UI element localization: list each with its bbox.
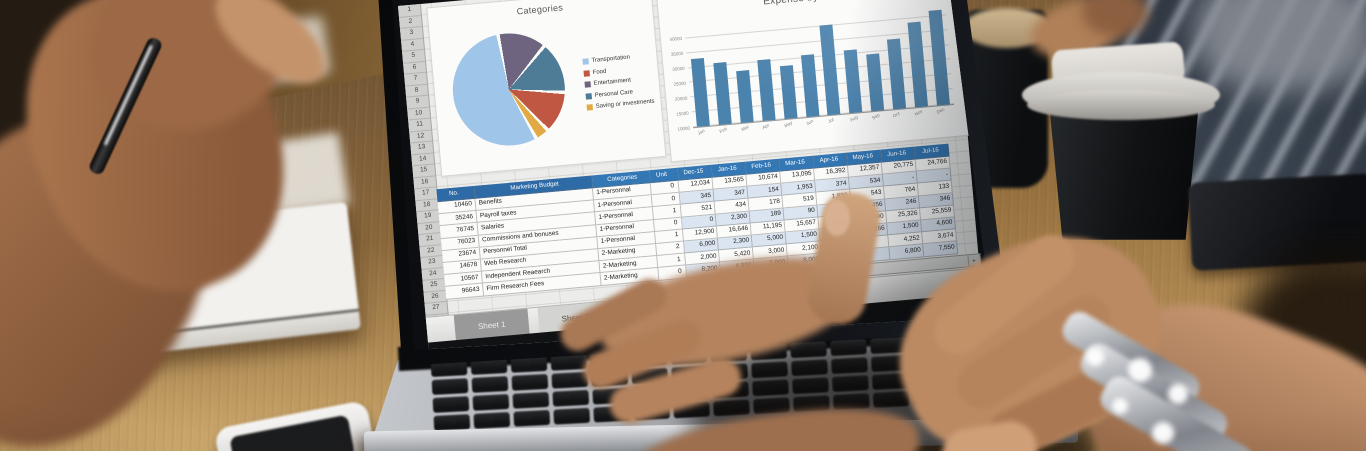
thumbnail bbox=[824, 200, 850, 236]
y-axis-tick-label: 25000 bbox=[673, 80, 687, 87]
keyboard-key bbox=[553, 407, 591, 425]
x-axis-tick-label: Jan bbox=[696, 128, 706, 137]
legend-item: Entertainment bbox=[584, 76, 652, 88]
bar-Nov bbox=[907, 21, 928, 108]
x-axis-tick-label: Apr bbox=[761, 122, 771, 131]
bar-Dec bbox=[928, 9, 950, 106]
y-axis-tick-label: 10000 bbox=[677, 125, 691, 132]
legend-swatch bbox=[585, 92, 593, 100]
x-axis-tick-label: Jun bbox=[805, 118, 815, 127]
legend-swatch bbox=[582, 58, 589, 65]
legend-label: Saving or investments bbox=[595, 98, 655, 110]
legend-label: Personal Care bbox=[594, 88, 634, 99]
bar-Sep bbox=[866, 53, 885, 112]
bar-Oct bbox=[886, 38, 907, 110]
x-axis-tick-label: Dec bbox=[935, 106, 946, 115]
watch-sparkle bbox=[1152, 422, 1174, 444]
pie-chart-title: Categories bbox=[516, 2, 564, 17]
legend-swatch bbox=[586, 104, 594, 111]
coffee-cup bbox=[1048, 96, 1200, 240]
bar-May bbox=[779, 65, 798, 120]
legend-swatch bbox=[583, 69, 590, 77]
legend-item: Personal Care bbox=[585, 87, 653, 100]
legend-label: Food bbox=[592, 68, 607, 76]
legend-item: Transportation bbox=[582, 53, 650, 65]
bar-Jan bbox=[691, 57, 711, 127]
keyboard-key bbox=[471, 375, 509, 393]
keyboard-key bbox=[472, 393, 510, 411]
watch-sparkle bbox=[1128, 358, 1152, 382]
pie-chart-panel: Categories Transportation Food Entertainme… bbox=[426, 0, 667, 177]
x-axis-tick-label: Aug bbox=[848, 114, 859, 123]
y-axis-tick-label: 15000 bbox=[675, 110, 689, 117]
legend-item: Food bbox=[583, 64, 651, 77]
bar-Feb bbox=[713, 61, 733, 125]
bar-chart-plot-area: 10000 15000 20000 25000 30000 35000 40000 Jan Fe… bbox=[669, 0, 954, 136]
legend-item: Saving or investments bbox=[586, 98, 655, 111]
y-axis-tick-label: 30000 bbox=[671, 65, 685, 72]
legend-label: Transportation bbox=[591, 54, 631, 64]
watch-sparkle bbox=[1168, 384, 1188, 404]
x-axis-tick-label: Mar bbox=[740, 124, 750, 133]
x-axis-tick-label: Sep bbox=[870, 112, 881, 121]
x-axis-tick-label: Jul bbox=[826, 116, 835, 125]
keyboard-key bbox=[431, 378, 469, 395]
keyboard-key bbox=[433, 414, 471, 431]
y-axis-tick-label: 40000 bbox=[669, 36, 683, 43]
bar-Jun bbox=[800, 54, 820, 118]
y-axis-tick-label: 35000 bbox=[670, 51, 684, 58]
bar-Apr bbox=[757, 59, 776, 122]
keyboard-key bbox=[511, 373, 549, 391]
x-axis-tick-label: May bbox=[783, 119, 794, 129]
coffee-cup-lid bbox=[1022, 41, 1222, 120]
keyboard-key bbox=[552, 389, 590, 407]
keyboard-key bbox=[512, 391, 550, 409]
legend-swatch bbox=[584, 81, 591, 88]
x-axis-tick-label: Feb bbox=[718, 125, 728, 135]
watch-sparkle bbox=[1112, 398, 1128, 414]
legend-label: Entertainment bbox=[593, 77, 632, 87]
bar-Aug bbox=[843, 49, 863, 114]
keyboard-key bbox=[432, 396, 470, 413]
background-light bbox=[1195, 0, 1366, 90]
watch-sparkle bbox=[1086, 348, 1104, 366]
pie-chart-legend: Transportation Food Entertainment Personal … bbox=[582, 53, 655, 111]
coffee-lid-rim bbox=[1027, 90, 1215, 120]
pie-chart bbox=[448, 28, 570, 151]
x-axis-tick-label: Nov bbox=[914, 108, 924, 117]
y-axis-tick-label: 20000 bbox=[674, 95, 688, 102]
x-axis-tick-label: Oct bbox=[892, 110, 901, 119]
bar-Mar bbox=[736, 70, 754, 123]
keyboard-key bbox=[473, 411, 511, 429]
bar-chart-panel: Expense by month 10000150002000025000300… bbox=[653, 0, 970, 163]
keyboard-key bbox=[513, 409, 551, 427]
